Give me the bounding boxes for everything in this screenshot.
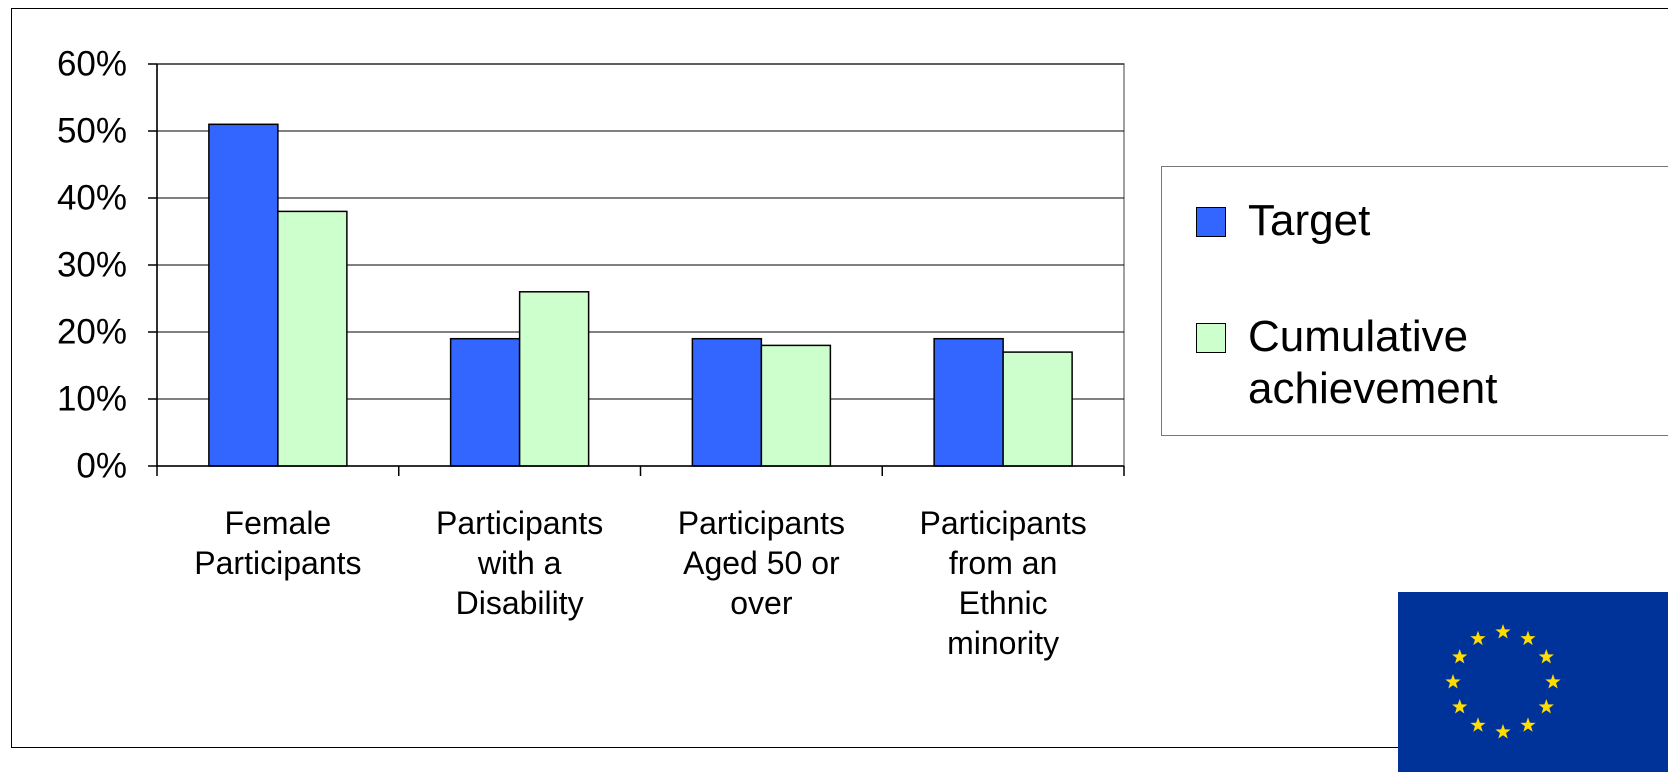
x-category-label: Participants Aged 50 or over bbox=[678, 505, 845, 621]
y-tick-label: 20% bbox=[57, 312, 127, 351]
bar-target-3 bbox=[933, 337, 1004, 467]
eu-star bbox=[1495, 724, 1511, 739]
bar-target-2 bbox=[691, 337, 763, 467]
bar-target-1 bbox=[449, 337, 521, 467]
y-tick-label: 50% bbox=[57, 111, 127, 150]
legend-label-cumulative: Cumulative achievement bbox=[1248, 312, 1498, 413]
legend-swatch-cumulative bbox=[1196, 323, 1226, 353]
x-category-label: Participants with a Disability bbox=[436, 505, 603, 621]
y-tick-label: 60% bbox=[57, 44, 127, 83]
legend: Target Cumulative achievement bbox=[1161, 166, 1668, 436]
bar-cumulative-1 bbox=[518, 291, 590, 467]
eu-stars bbox=[1445, 624, 1561, 739]
bar-target-0 bbox=[208, 123, 279, 467]
eu-flag-logo bbox=[1398, 592, 1668, 772]
bars bbox=[208, 123, 1073, 467]
eu-star bbox=[1452, 649, 1468, 664]
legend-item-target: Target bbox=[1196, 195, 1370, 247]
y-tick-label: 10% bbox=[57, 379, 127, 418]
x-category-label: Female Participants bbox=[194, 505, 361, 581]
axes bbox=[148, 63, 1125, 476]
legend-swatch-target bbox=[1196, 207, 1226, 237]
eu-star bbox=[1470, 630, 1486, 646]
eu-star bbox=[1538, 699, 1554, 714]
eu-star bbox=[1470, 717, 1486, 732]
bar-cumulative-0 bbox=[277, 210, 348, 467]
eu-star bbox=[1545, 674, 1561, 689]
bar-cumulative-2 bbox=[760, 344, 832, 467]
legend-label-target: Target bbox=[1248, 196, 1371, 245]
eu-star bbox=[1452, 699, 1468, 714]
axis-labels: 0% 10% 20% 30% 40% 50% 60% Female Participants Pa… bbox=[57, 44, 1087, 661]
eu-star bbox=[1538, 649, 1554, 664]
bar-cumulative-3 bbox=[1002, 351, 1073, 467]
eu-star bbox=[1520, 630, 1536, 646]
y-tick-label: 0% bbox=[76, 446, 127, 485]
legend-item-cumulative: Cumulative achievement bbox=[1196, 311, 1497, 415]
eu-star bbox=[1445, 674, 1461, 689]
y-tick-label: 30% bbox=[57, 245, 127, 284]
x-category-label: Participants from an Ethnic minority bbox=[920, 505, 1087, 661]
eu-star bbox=[1520, 717, 1536, 732]
y-tick-label: 40% bbox=[57, 178, 127, 217]
chart-frame bbox=[11, 8, 1668, 748]
eu-star bbox=[1495, 624, 1511, 639]
